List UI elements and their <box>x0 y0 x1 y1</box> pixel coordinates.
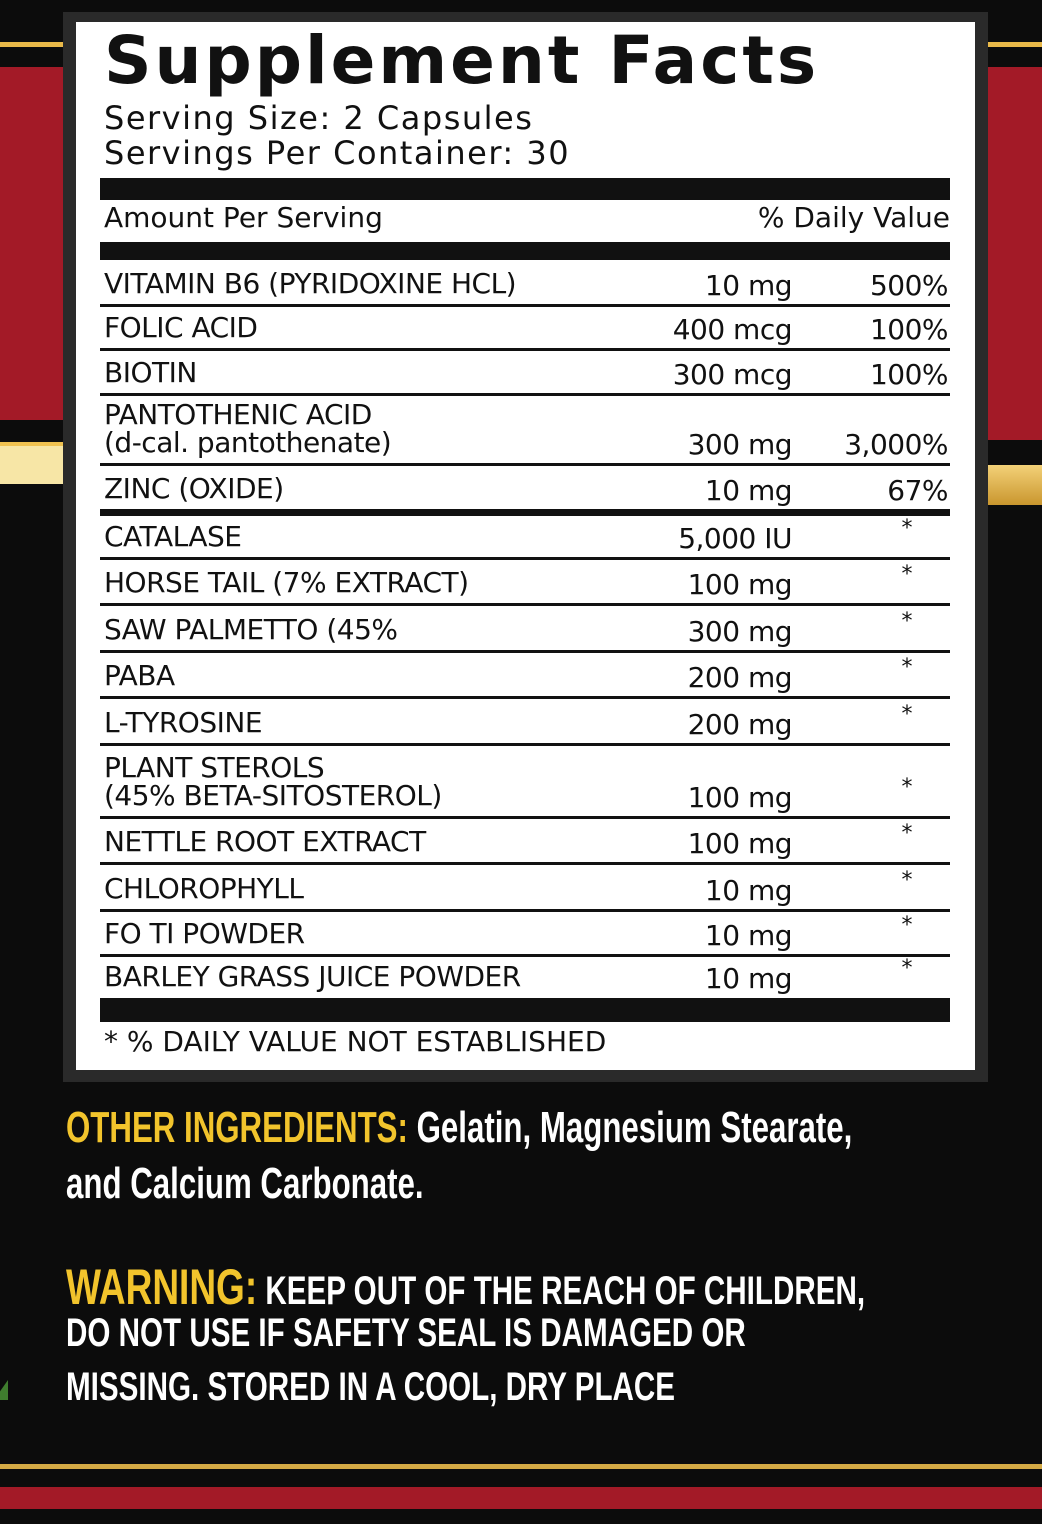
nutrient-dv: * <box>901 655 913 680</box>
nutrient-dv: 500% <box>869 269 949 302</box>
other-ingredients-line-2: and Calcium Carbonate. <box>66 1159 424 1208</box>
nutrient-dv: * <box>901 956 913 981</box>
nutrient-name: ZINC (OXIDE) <box>104 472 284 505</box>
nutrient-name: PLANT STEROLS (45% BETA-SITOSTEROL) <box>104 754 442 810</box>
table-row: BARLEY GRASS JUICE POWDER 10 mg * <box>100 956 950 997</box>
nutrient-name-sub: (d-cal. pantothenate) <box>104 426 392 459</box>
nutrient-name: NETTLE ROOT EXTRACT <box>104 825 426 858</box>
nutrient-name: CATALASE <box>104 520 242 553</box>
table-row: NETTLE ROOT EXTRACT 100 mg * <box>100 819 950 865</box>
nutrient-dv: * <box>901 868 913 893</box>
table-row: CHLOROPHYLL 10 mg * <box>100 865 950 912</box>
nutrient-name: SAW PALMETTO (45% <box>104 613 398 646</box>
nutrient-amount: 10 mg <box>704 269 793 302</box>
table-row: PABA 200 mg * <box>100 653 950 699</box>
nutrient-amount: 100 mg <box>687 827 793 860</box>
nutrient-amount: 100 mg <box>687 781 793 814</box>
nutrient-amount: 10 mg <box>704 919 793 952</box>
table-row: VITAMIN B6 (PYRIDOXINE HCL) 10 mg 500% <box>100 260 950 307</box>
divider-thick <box>100 998 950 1022</box>
nutrient-name: FO TI POWDER <box>104 917 305 950</box>
leaf-decoration <box>0 1380 8 1400</box>
nutrient-name: PABA <box>104 659 175 692</box>
warning-line-1: WARNING: KEEP OUT OF THE REACH OF CHILDR… <box>66 1262 865 1312</box>
table-row: SAW PALMETTO (45% 300 mg * <box>100 606 950 653</box>
nutrient-amount: 10 mg <box>704 474 793 507</box>
nutrient-dv: 3,000% <box>844 428 948 461</box>
gold-stripe-bottom <box>0 1464 1042 1469</box>
nutrient-amount: 300 mg <box>687 615 793 648</box>
red-band-right <box>988 67 1042 440</box>
red-band-left <box>0 67 63 420</box>
nutrient-table: VITAMIN B6 (PYRIDOXINE HCL) 10 mg 500% FOL… <box>100 260 950 997</box>
warning-line-2: DO NOT USE IF SAFETY SEAL IS DAMAGED OR <box>66 1311 746 1355</box>
gold-stripe-right <box>988 42 1042 47</box>
table-row: FOLIC ACID 400 mcg 100% <box>100 307 950 351</box>
warning-text: KEEP OUT OF THE REACH OF CHILDREN, <box>265 1269 866 1313</box>
gold-stripe-left <box>0 42 63 47</box>
nutrient-amount: 300 mg <box>687 428 793 461</box>
nutrient-dv: 100% <box>869 358 949 391</box>
nutrient-amount: 5,000 IU <box>678 522 792 555</box>
nutrient-dv: 100% <box>869 313 949 346</box>
nutrient-amount: 200 mg <box>687 708 793 741</box>
table-row: L-TYROSINE 200 mg * <box>100 699 950 746</box>
servings-per-container: Servings Per Container: 30 <box>104 134 571 172</box>
other-ingredients-line-1: OTHER INGREDIENTS: Gelatin, Magnesium St… <box>66 1106 852 1150</box>
nutrient-dv: * <box>901 609 913 634</box>
table-row: BIOTIN 300 mcg 100% <box>100 351 950 396</box>
nutrient-name: VITAMIN B6 (PYRIDOXINE HCL) <box>104 267 517 300</box>
nutrient-name: L-TYROSINE <box>104 706 263 739</box>
nutrient-name: BIOTIN <box>104 356 197 389</box>
table-row: PANTOTHENIC ACID (d-cal. pantothenate) 300… <box>100 396 950 466</box>
dv-header: % Daily Value <box>757 201 950 234</box>
nutrient-name: BARLEY GRASS JUICE POWDER <box>104 960 521 993</box>
gold-band-right <box>988 465 1042 505</box>
nutrient-dv: * <box>901 562 913 587</box>
nutrient-name: PANTOTHENIC ACID (d-cal. pantothenate) <box>104 398 392 459</box>
facts-title: Supplement Facts <box>104 22 820 99</box>
nutrient-amount: 10 mg <box>704 874 793 907</box>
nutrient-dv: 67% <box>887 474 948 507</box>
nutrient-name-main: PANTOTHENIC ACID <box>104 398 372 431</box>
warning-label: WARNING: <box>66 1259 258 1315</box>
nutrient-amount: 400 mcg <box>672 313 793 346</box>
gold-band-left <box>0 442 63 484</box>
supplement-facts-panel: Supplement Facts Serving Size: 2 Capsule… <box>76 22 975 1070</box>
nutrient-amount: 10 mg <box>704 962 793 995</box>
other-ingredients-text: Gelatin, Magnesium Stearate, <box>416 1103 853 1152</box>
nutrient-dv: * <box>901 702 913 727</box>
amount-header: Amount Per Serving <box>104 201 383 234</box>
nutrient-name: FOLIC ACID <box>104 311 258 344</box>
nutrient-name-main: PLANT STEROLS <box>104 751 325 784</box>
nutrient-name-sub: (45% BETA-SITOSTEROL) <box>104 779 442 812</box>
nutrient-amount: 300 mcg <box>672 358 793 391</box>
divider-thick <box>100 242 950 260</box>
nutrient-dv: * <box>901 775 913 800</box>
footnote: * % DAILY VALUE NOT ESTABLISHED <box>104 1025 607 1058</box>
table-row: ZINC (OXIDE) 10 mg 67% <box>100 466 950 516</box>
table-row: CATALASE 5,000 IU * <box>100 516 950 560</box>
table-row: FO TI POWDER 10 mg * <box>100 912 950 957</box>
column-header: Amount Per Serving % Daily Value <box>104 204 950 232</box>
nutrient-dv: * <box>901 913 913 938</box>
nutrient-amount: 100 mg <box>687 568 793 601</box>
nutrient-amount: 200 mg <box>687 661 793 694</box>
table-row: PLANT STEROLS (45% BETA-SITOSTEROL) 100 mg… <box>100 746 950 819</box>
nutrient-dv: * <box>901 516 913 541</box>
divider-thick <box>100 178 950 200</box>
serving-size: Serving Size: 2 Capsules <box>104 99 534 137</box>
other-ingredients-label: OTHER INGREDIENTS: <box>66 1103 408 1152</box>
nutrient-dv: * <box>901 821 913 846</box>
nutrient-name: HORSE TAIL (7% EXTRACT) <box>104 566 469 599</box>
warning-line-3: MISSING. STORED IN A COOL, DRY PLACE <box>66 1365 676 1409</box>
table-row: HORSE TAIL (7% EXTRACT) 100 mg * <box>100 560 950 606</box>
red-band-bottom <box>0 1487 1042 1509</box>
nutrient-name: CHLOROPHYLL <box>104 872 304 905</box>
